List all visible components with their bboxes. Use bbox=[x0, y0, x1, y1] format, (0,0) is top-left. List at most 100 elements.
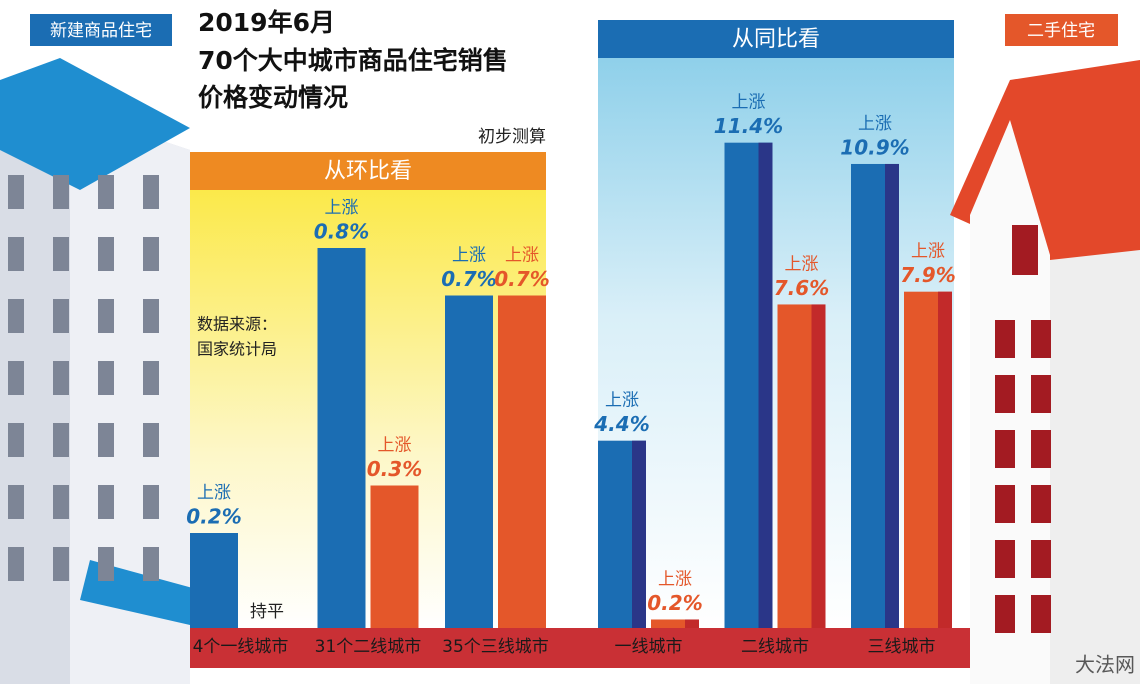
annotation: 上涨 bbox=[658, 569, 692, 589]
value-label: 7.9% bbox=[900, 263, 955, 287]
bar-side bbox=[885, 163, 899, 628]
annotation: 上涨 bbox=[325, 198, 359, 218]
value-label: 11.4% bbox=[714, 114, 783, 138]
window bbox=[98, 485, 114, 519]
note: 初步测算 bbox=[478, 127, 546, 147]
value-label: 0.2% bbox=[647, 591, 702, 615]
annotation: 上涨 bbox=[911, 242, 945, 262]
window bbox=[53, 175, 69, 209]
value-label: 4.4% bbox=[593, 412, 649, 436]
watermark: 大法网 bbox=[1075, 653, 1135, 677]
window bbox=[53, 547, 69, 581]
window bbox=[98, 361, 114, 395]
window bbox=[143, 361, 159, 395]
window bbox=[53, 423, 69, 457]
window bbox=[1031, 320, 1051, 358]
bar bbox=[445, 295, 493, 628]
title: 70个大中城市商品住宅销售 bbox=[198, 46, 508, 75]
value-label: 0.7% bbox=[494, 267, 549, 291]
category-label: 31个二线城市 bbox=[315, 637, 422, 657]
window bbox=[8, 423, 24, 457]
legend-box bbox=[1005, 14, 1118, 46]
window bbox=[143, 175, 159, 209]
window bbox=[98, 423, 114, 457]
bar-side bbox=[938, 291, 952, 628]
annotation: 上涨 bbox=[732, 93, 766, 113]
bar-side bbox=[758, 142, 773, 628]
annotation: 上涨 bbox=[858, 114, 892, 134]
window bbox=[995, 485, 1015, 523]
window bbox=[8, 485, 24, 519]
window bbox=[995, 430, 1015, 468]
window bbox=[1031, 540, 1051, 578]
value-label: 7.6% bbox=[774, 276, 829, 300]
value-label: 0.2% bbox=[186, 505, 241, 529]
window bbox=[53, 299, 69, 333]
annotation: 上涨 bbox=[605, 391, 639, 411]
title: 2019年6月 bbox=[198, 8, 335, 37]
annotation: 上涨 bbox=[197, 483, 231, 503]
window bbox=[98, 299, 114, 333]
window bbox=[8, 361, 24, 395]
annotation: 上涨 bbox=[378, 436, 412, 456]
window bbox=[995, 540, 1015, 578]
window bbox=[995, 375, 1015, 413]
category-label: 一线城市 bbox=[615, 637, 683, 657]
window bbox=[8, 175, 24, 209]
window bbox=[995, 320, 1015, 358]
value-label: 持平 bbox=[250, 602, 284, 622]
roof bbox=[0, 58, 190, 190]
source: 数据来源： bbox=[197, 315, 277, 334]
value-label: 0.3% bbox=[367, 457, 422, 481]
bar bbox=[651, 619, 699, 628]
category-label: 三线城市 bbox=[868, 637, 936, 657]
window bbox=[143, 237, 159, 271]
bar-side bbox=[811, 304, 826, 628]
legend-label: 新建商品住宅 bbox=[50, 21, 152, 41]
decoration bbox=[0, 58, 1140, 684]
annotation: 上涨 bbox=[505, 246, 539, 266]
value-label: 10.9% bbox=[840, 135, 909, 159]
annotation: 上涨 bbox=[452, 246, 486, 266]
source: 国家统计局 bbox=[197, 340, 277, 359]
bar bbox=[317, 248, 366, 628]
window bbox=[1031, 595, 1051, 633]
panel-title: 从同比看 bbox=[732, 27, 820, 52]
category-label: 4个一线城市 bbox=[193, 637, 289, 657]
window bbox=[8, 547, 24, 581]
window bbox=[143, 423, 159, 457]
window bbox=[1031, 375, 1051, 413]
legend-box bbox=[30, 14, 172, 46]
bar bbox=[498, 295, 546, 628]
window bbox=[8, 237, 24, 271]
panel-title: 从环比看 bbox=[324, 159, 412, 184]
panel-header bbox=[190, 152, 546, 190]
window bbox=[98, 175, 114, 209]
window bbox=[53, 485, 69, 519]
window bbox=[1031, 430, 1051, 468]
category-label: 35个三线城市 bbox=[442, 637, 549, 657]
window bbox=[1012, 225, 1038, 275]
annotation: 上涨 bbox=[785, 254, 819, 274]
bar-side bbox=[685, 619, 699, 628]
window bbox=[98, 547, 114, 581]
category-label: 二线城市 bbox=[741, 637, 809, 657]
window bbox=[53, 237, 69, 271]
window bbox=[1031, 485, 1051, 523]
bar-side bbox=[632, 440, 646, 628]
window bbox=[143, 299, 159, 333]
base-band bbox=[160, 628, 1000, 668]
window bbox=[98, 237, 114, 271]
title: 价格变动情况 bbox=[198, 83, 348, 112]
bar bbox=[370, 485, 419, 628]
value-label: 0.8% bbox=[314, 220, 369, 244]
window bbox=[995, 595, 1015, 633]
window bbox=[8, 299, 24, 333]
legend-label: 二手住宅 bbox=[1027, 21, 1095, 41]
window bbox=[143, 547, 159, 581]
window bbox=[143, 485, 159, 519]
bar bbox=[190, 533, 238, 628]
window bbox=[53, 361, 69, 395]
panel-header bbox=[598, 20, 954, 58]
